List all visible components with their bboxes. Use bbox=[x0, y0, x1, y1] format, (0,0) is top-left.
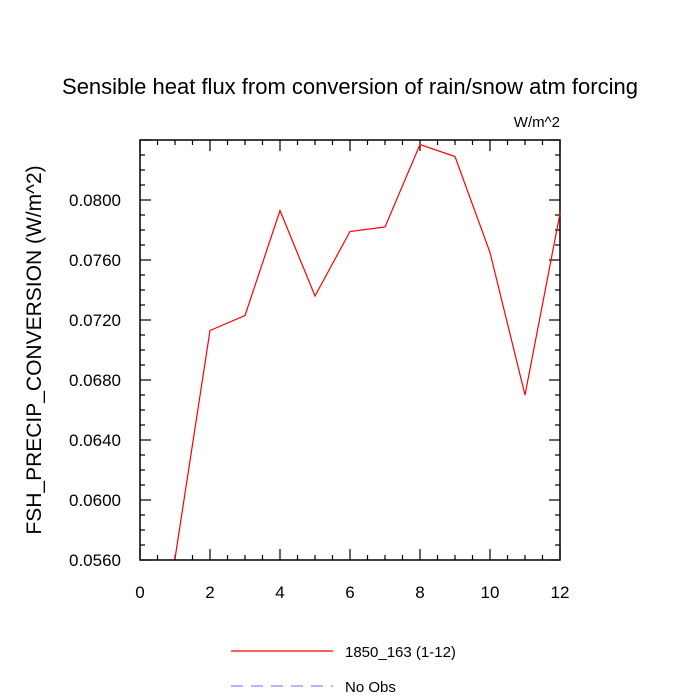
x-tick-label: 12 bbox=[551, 583, 570, 602]
x-tick-label: 2 bbox=[205, 583, 214, 602]
x-tick-labels: 0 2 4 6 8 10 12 bbox=[135, 583, 569, 602]
units-label: W/m^2 bbox=[514, 114, 560, 131]
y-tick-label: 0.0640 bbox=[69, 431, 121, 450]
series-layer bbox=[174, 143, 561, 559]
x-tick-label: 8 bbox=[415, 583, 424, 602]
x-tick-label: 6 bbox=[345, 583, 354, 602]
axis-ticks bbox=[139, 139, 561, 561]
x-tick-label: 0 bbox=[135, 583, 144, 602]
y-tick-label: 0.0760 bbox=[69, 251, 121, 270]
y-tick-label: 0.0680 bbox=[69, 371, 121, 390]
y-tick-label: 0.0720 bbox=[69, 311, 121, 330]
y-tick-label: 0.0560 bbox=[69, 551, 121, 570]
series-line bbox=[174, 143, 561, 559]
y-tick-labels: 0.0560 0.0600 0.0640 0.0680 0.0720 0.0760 0.08… bbox=[69, 191, 121, 570]
x-tick-label: 10 bbox=[481, 583, 500, 602]
legend-label: No Obs bbox=[345, 679, 396, 696]
y-tick-label: 0.0800 bbox=[69, 191, 121, 210]
y-axis-label: FSH_PRECIP_CONVERSION (W/m^2) bbox=[23, 165, 46, 534]
y-tick-label: 0.0600 bbox=[69, 491, 121, 510]
legend: 1850_163 (1-12) No Obs bbox=[231, 644, 456, 696]
plot-frame bbox=[139, 139, 561, 561]
legend-label: 1850_163 (1-12) bbox=[345, 644, 456, 661]
chart-title: Sensible heat flux from conversion of ra… bbox=[62, 74, 638, 99]
x-tick-label: 4 bbox=[275, 583, 284, 602]
